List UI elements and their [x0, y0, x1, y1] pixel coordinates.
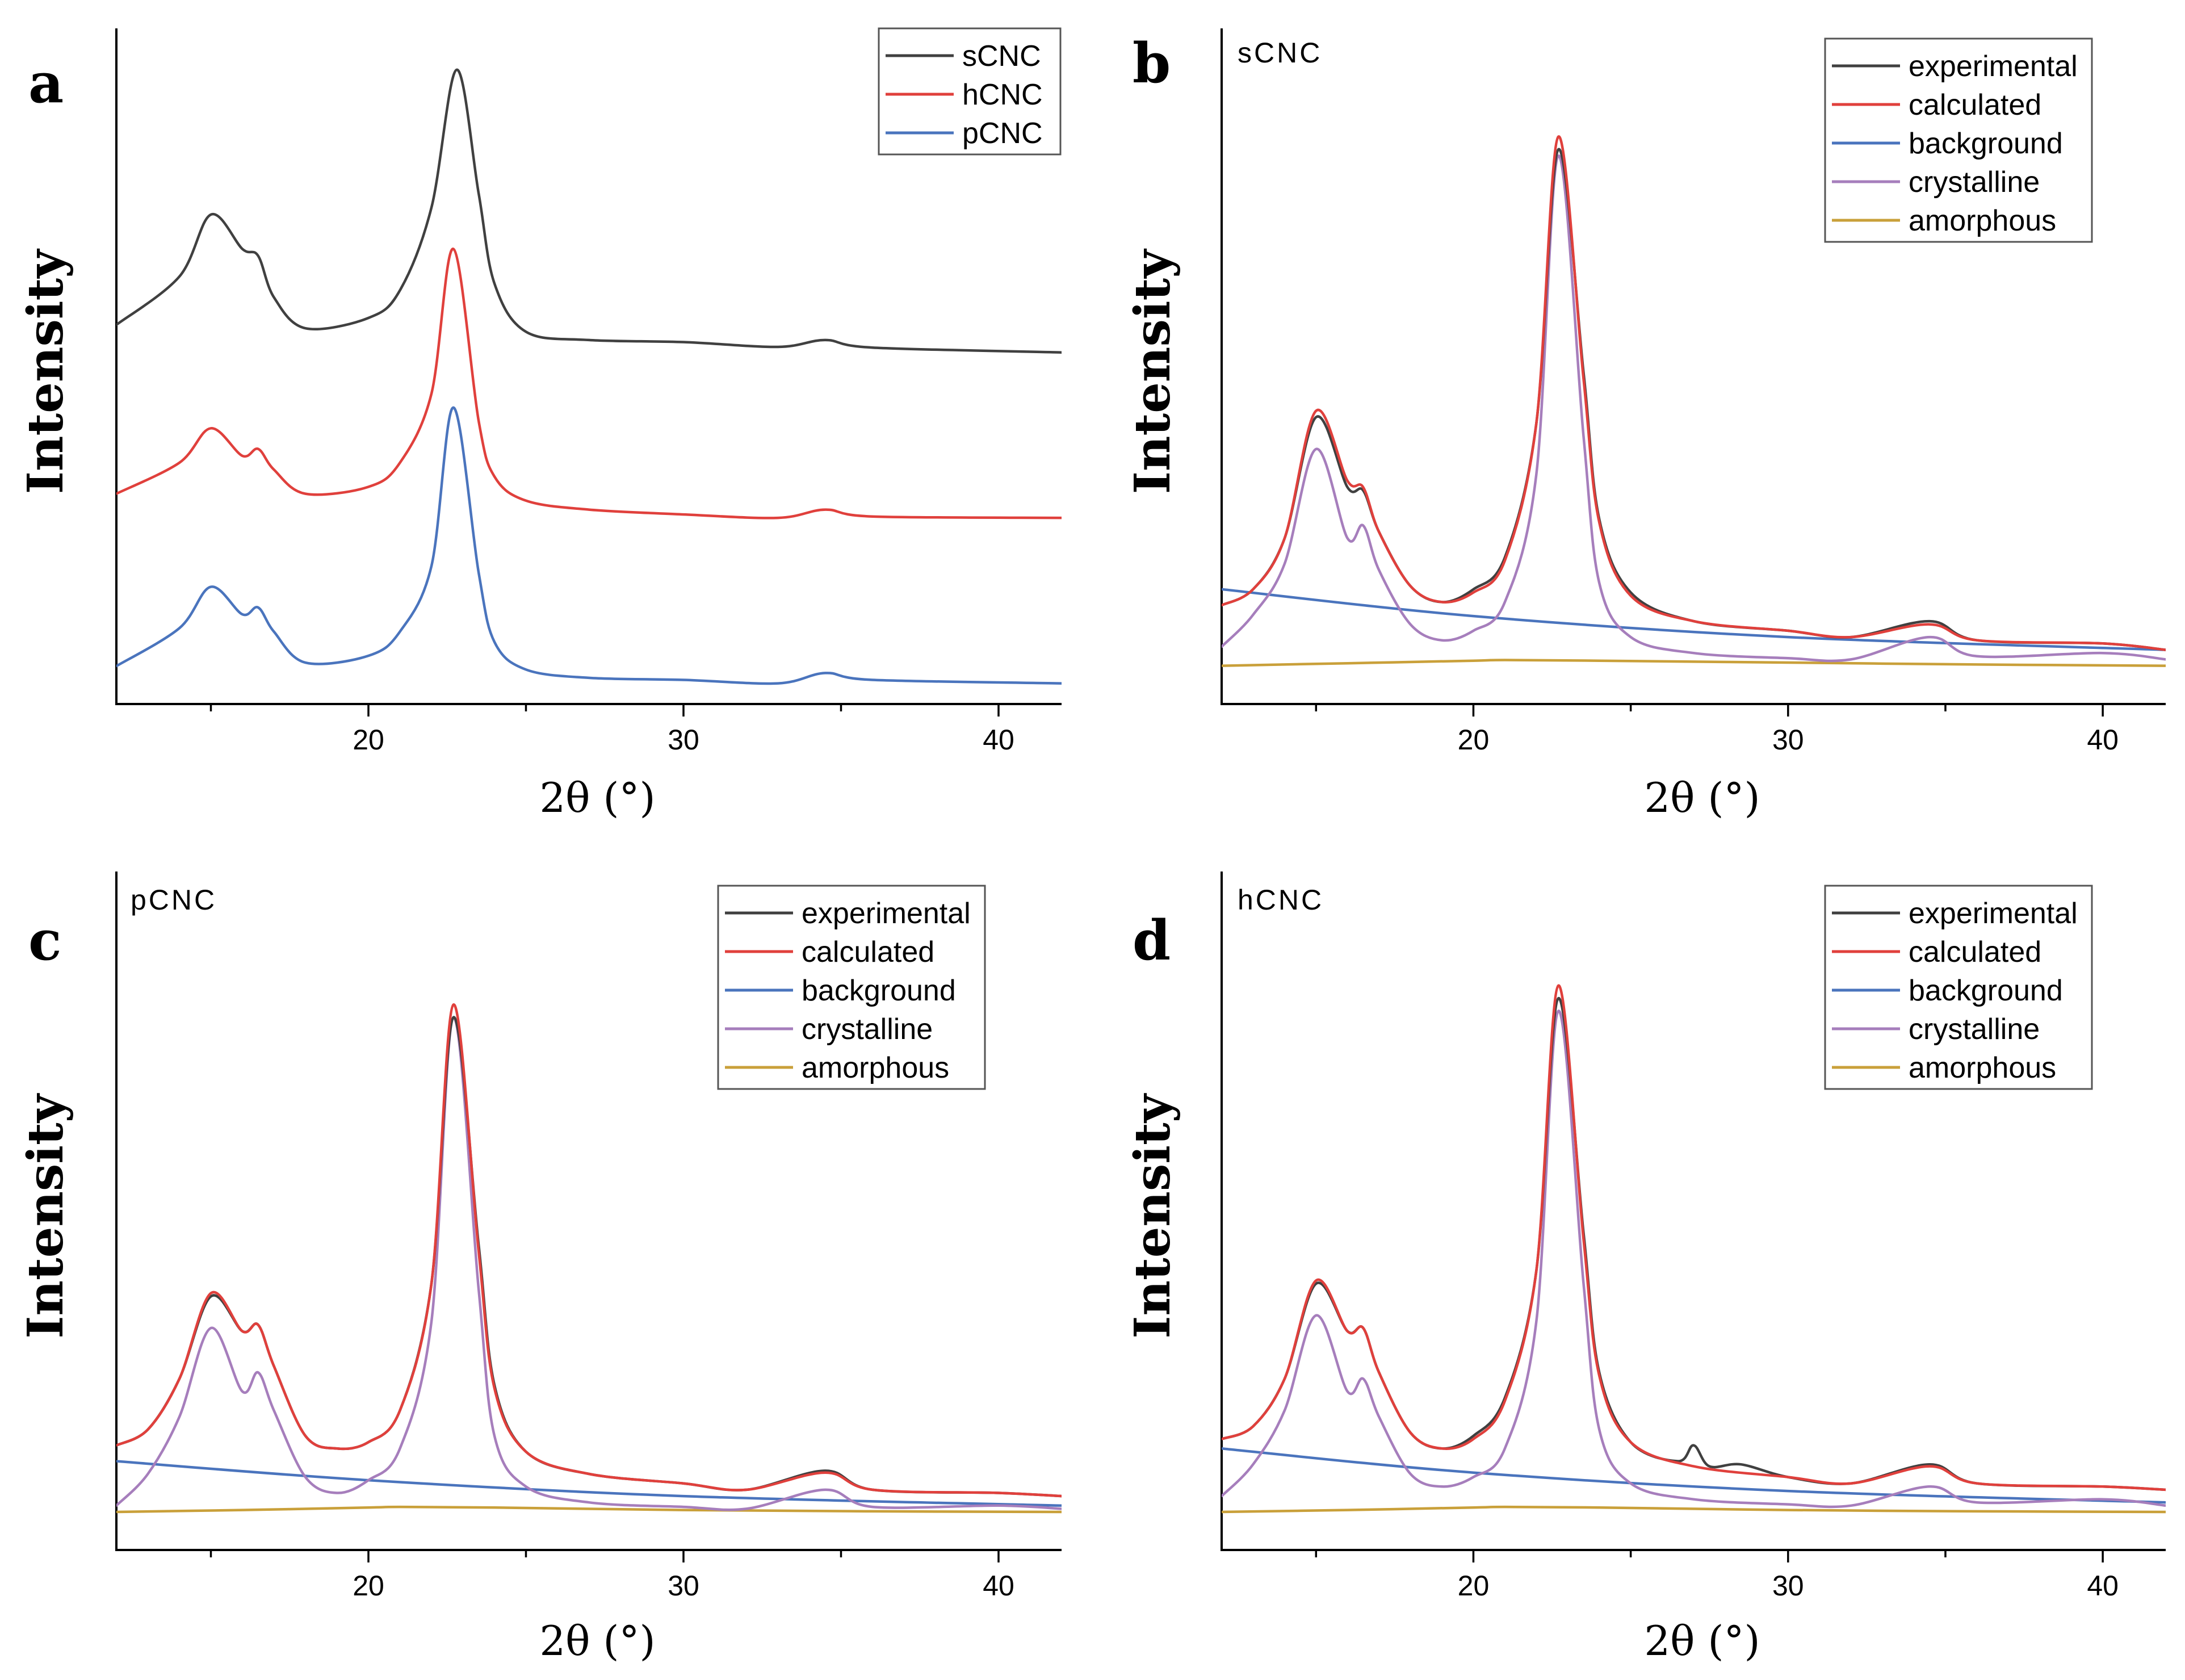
- axes-frame: [1221, 28, 2166, 705]
- panel-a: a 20 30 40 2θ (°) Intensity sCNC hCNC pCNC: [17, 27, 1062, 822]
- series-line-background: [1222, 588, 2166, 651]
- y-axis-label: Intensity: [17, 1092, 74, 1339]
- legend-entry-hCNC: hCNC: [962, 78, 1043, 111]
- axes-frame: [1221, 872, 2166, 1551]
- sample-label: pCNC: [131, 884, 217, 916]
- sample-label: hCNC: [1238, 884, 1324, 916]
- series-group: [116, 1003, 1062, 1514]
- x-tick-label: 30: [1772, 1570, 1804, 1602]
- legend: experimental calculated background crystall…: [1824, 37, 2093, 243]
- legend-entry-experimental: experimental: [1909, 50, 2078, 83]
- x-tick-label: 20: [1458, 1570, 1490, 1602]
- series-line-calculated: [1222, 135, 2166, 651]
- x-axis-label: 2θ (°): [1644, 1617, 1760, 1665]
- axes-frame: [115, 872, 1062, 1551]
- legend-entry-amorphous: amorphous: [802, 1051, 949, 1084]
- series-line-amorphous: [116, 1505, 1062, 1514]
- panel-letter: a: [28, 51, 64, 115]
- legend-entry-pCNC: pCNC: [962, 117, 1043, 150]
- x-tick-label: 20: [1458, 724, 1490, 756]
- legend-entry-calculated: calculated: [1909, 936, 2041, 969]
- series-line-amorphous: [1222, 1505, 2166, 1514]
- y-axis-label: Intensity: [1124, 248, 1181, 495]
- legend-entry-amorphous: amorphous: [1909, 204, 2056, 237]
- panel-letter: b: [1133, 31, 1171, 95]
- x-tick-label: 40: [2087, 1570, 2119, 1602]
- x-tick-label: 40: [983, 724, 1014, 756]
- panel-d: d 20 30 40 2θ (°) Intensity hCNC experimental ca…: [1124, 872, 2166, 1665]
- series-group: [116, 68, 1062, 685]
- legend-entry-background: background: [802, 974, 956, 1007]
- legend-entry-background: background: [1909, 974, 2063, 1007]
- series-group: [1222, 984, 2166, 1514]
- panel-letter: d: [1133, 908, 1171, 973]
- x-tick-label: 30: [668, 1570, 699, 1602]
- legend-entry-calculated: calculated: [1909, 89, 2041, 122]
- x-axis-label: 2θ (°): [1644, 774, 1760, 822]
- x-axis-label: 2θ (°): [539, 1617, 655, 1665]
- legend-box: [1824, 885, 2093, 1090]
- series-line-amorphous: [1222, 659, 2166, 667]
- legend-entry-calculated: calculated: [802, 936, 934, 969]
- x-tick-label: 40: [2087, 724, 2119, 756]
- legend: experimental calculated background crystall…: [1824, 885, 2093, 1090]
- sample-label: sCNC: [1238, 37, 1322, 69]
- series-group: [1222, 135, 2166, 667]
- x-tick-label: 40: [983, 1570, 1014, 1602]
- legend-entry-crystalline: crystalline: [1909, 166, 2040, 199]
- y-axis-label: Intensity: [1124, 1092, 1181, 1339]
- legend-entry-crystalline: crystalline: [802, 1013, 933, 1046]
- legend-entry-amorphous: amorphous: [1909, 1051, 2056, 1084]
- legend-entry-experimental: experimental: [1909, 897, 2078, 930]
- legend: sCNC hCNC pCNC: [878, 27, 1062, 156]
- legend-box: [717, 885, 986, 1090]
- legend-entry-sCNC: sCNC: [962, 40, 1041, 73]
- legend-entry-experimental: experimental: [802, 897, 971, 930]
- series-line-pCNC: [116, 406, 1062, 685]
- legend-entry-background: background: [1909, 127, 2063, 160]
- panel-c: c 20 30 40 2θ (°) Intensity pCNC experimental ca…: [17, 872, 1062, 1665]
- axes-frame: [115, 28, 1062, 705]
- series-line-sCNC: [116, 68, 1062, 354]
- legend-entry-crystalline: crystalline: [1909, 1013, 2040, 1046]
- x-tick-label: 20: [353, 724, 384, 756]
- series-line-crystalline: [1222, 1009, 2166, 1509]
- x-tick-label: 20: [353, 1570, 384, 1602]
- legend: experimental calculated background crystall…: [717, 885, 986, 1090]
- series-line-calculated: [1222, 984, 2166, 1492]
- x-tick-label: 30: [1772, 724, 1804, 756]
- series-line-background: [116, 1460, 1062, 1507]
- panel-b: b 20 30 40 2θ (°) Intensity sCNC experimental ca…: [1124, 28, 2166, 822]
- panel-letter: c: [28, 908, 61, 973]
- series-line-hCNC: [116, 248, 1062, 519]
- series-line-calculated: [116, 1003, 1062, 1498]
- series-line-background: [1222, 1447, 2166, 1504]
- x-axis-label: 2θ (°): [539, 774, 655, 822]
- legend-box: [1824, 37, 2093, 243]
- y-axis-label: Intensity: [17, 248, 74, 495]
- x-tick-label: 30: [668, 724, 699, 756]
- series-line-crystalline: [116, 1016, 1062, 1511]
